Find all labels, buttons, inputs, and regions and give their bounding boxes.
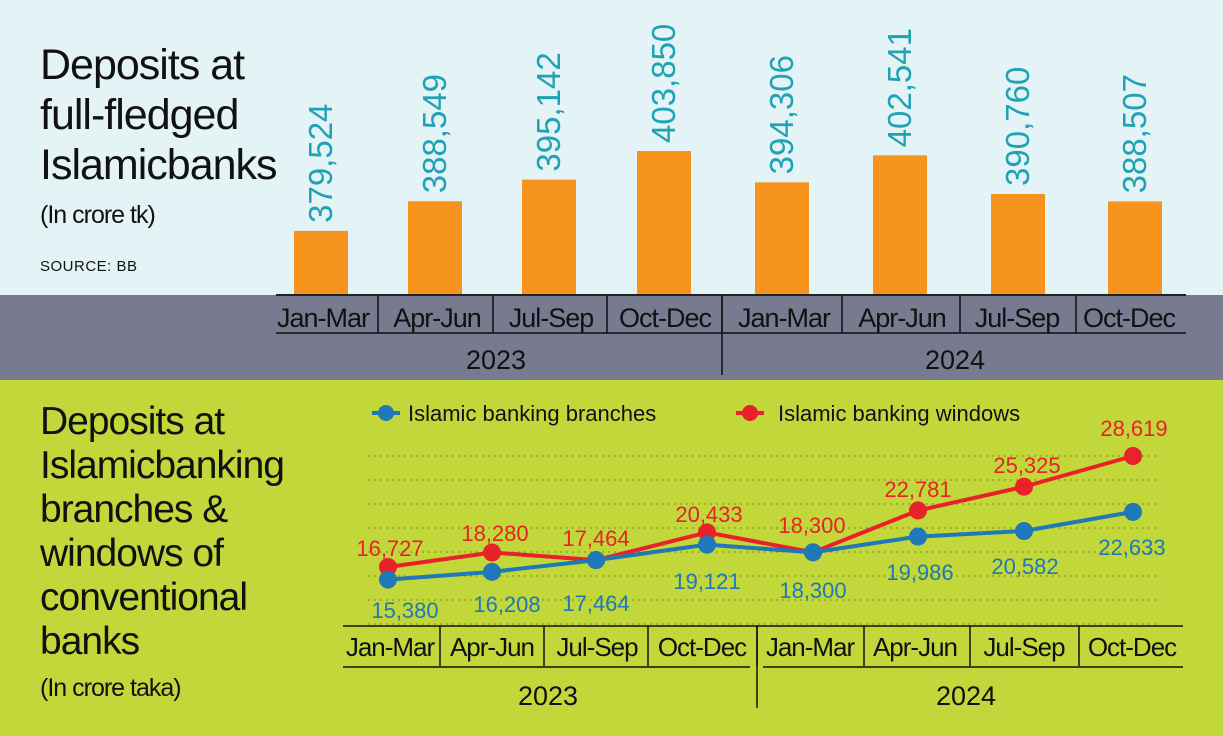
data-point: [1015, 522, 1033, 541]
x-tick-label: Oct-Dec: [619, 303, 712, 333]
legend-marker: [742, 405, 758, 421]
x-tick-label: Oct-Dec: [1083, 303, 1176, 333]
data-label: 16,208: [473, 592, 540, 617]
data-point: [1124, 502, 1142, 521]
data-label: 22,781: [884, 477, 951, 502]
year-label: 2023: [518, 681, 578, 711]
source-note: SOURCE: BB: [40, 258, 138, 275]
x-tick-label: Jul-Sep: [556, 632, 638, 662]
legend-label: Islamic banking windows: [778, 401, 1020, 426]
x-tick-label: Apr-Jun: [450, 632, 534, 662]
x-tick-label: Apr-Jun: [858, 303, 946, 333]
data-point: [379, 558, 397, 576]
data-point: [909, 501, 927, 520]
top-chart-title: Deposits at full-fledged Islamicbanks: [40, 41, 278, 189]
bar-value-label: 388,507: [1116, 74, 1153, 193]
data-label: 20,582: [991, 554, 1058, 579]
x-tick-label: Oct-Dec: [1088, 632, 1177, 662]
bar-value-label: 388,549: [416, 74, 453, 193]
top-chart-unit: (In crore tk): [40, 201, 156, 229]
data-label: 16,727: [356, 536, 423, 561]
data-label: 25,325: [993, 453, 1060, 478]
data-point: [698, 535, 716, 554]
data-label: 17,464: [562, 526, 629, 551]
bar: [991, 193, 1045, 295]
data-label: 18,300: [778, 513, 845, 538]
year-label: 2024: [936, 681, 996, 711]
bar-value-label: 379,524: [302, 104, 339, 223]
x-tick-label: Jul-Sep: [509, 303, 594, 333]
top-axis-band: [0, 295, 1223, 380]
bottom-chart-title: Deposits at Islamicbanking branches & wi…: [40, 400, 285, 663]
bar-value-label: 402,541: [881, 28, 918, 147]
x-tick-label: Jan-Mar: [277, 303, 370, 333]
data-point: [483, 543, 501, 562]
bar: [873, 155, 927, 295]
bar: [1108, 201, 1162, 295]
data-label: 22,633: [1098, 535, 1165, 560]
bottom-chart-unit: (In crore taka): [40, 674, 182, 702]
data-label: 17,464: [562, 591, 629, 616]
bar: [294, 230, 348, 295]
bar-value-label: 394,306: [763, 55, 800, 174]
legend-label: Islamic banking branches: [408, 401, 656, 426]
data-point: [1124, 447, 1142, 465]
year-label: 2024: [925, 345, 985, 375]
data-label: 18,300: [779, 578, 846, 603]
data-point: [804, 543, 822, 562]
data-point: [379, 570, 397, 589]
data-label: 19,986: [886, 560, 953, 585]
bar-value-label: 390,760: [999, 67, 1036, 186]
series-line: [387, 454, 1134, 569]
bar: [637, 151, 691, 295]
bar: [755, 182, 809, 295]
data-point: [483, 562, 501, 581]
data-label: 20,433: [675, 502, 742, 527]
data-point: [587, 551, 605, 570]
x-tick-label: Apr-Jun: [393, 303, 481, 333]
x-tick-label: Apr-Jun: [873, 632, 957, 662]
data-point: [1015, 477, 1033, 496]
series-line: [387, 509, 1134, 582]
bar-value-label: 395,142: [530, 52, 567, 171]
bar: [522, 179, 576, 295]
x-tick-label: Jan-Mar: [766, 632, 856, 662]
data-label: 19,121: [673, 569, 740, 594]
x-tick-label: Jan-Mar: [346, 632, 436, 662]
legend-marker: [378, 405, 394, 421]
bar: [408, 201, 462, 295]
data-label: 28,619: [1100, 416, 1167, 441]
x-tick-label: Oct-Dec: [658, 632, 747, 662]
year-label: 2023: [466, 345, 526, 375]
x-tick-label: Jul-Sep: [983, 632, 1065, 662]
data-point: [909, 527, 927, 546]
x-tick-label: Jul-Sep: [975, 303, 1060, 333]
data-label: 15,380: [371, 598, 438, 623]
x-tick-label: Jan-Mar: [738, 303, 831, 333]
data-label: 18,280: [461, 521, 528, 546]
bar-value-label: 403,850: [645, 24, 682, 143]
